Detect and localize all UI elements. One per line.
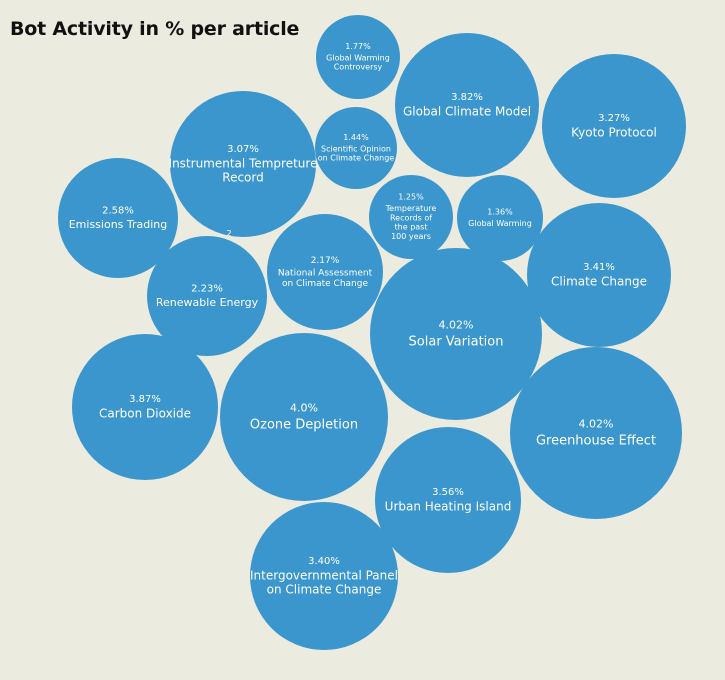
bubble-circle — [375, 427, 521, 573]
bubble-name-label: Emissions Trading — [69, 218, 168, 231]
bubble-value-label: 4.0% — [290, 402, 318, 415]
bubble-name-label: Global Climate Model — [403, 105, 531, 119]
bubble-value-label: 1.36% — [487, 208, 513, 217]
bubble-value-label: 3.56% — [432, 487, 464, 498]
bubble-name-label: Greenhouse Effect — [536, 433, 656, 448]
bubble-circle — [510, 347, 682, 519]
bubble-value-label: 4.02% — [579, 418, 614, 431]
bubble-value-label: 3.82% — [451, 92, 483, 103]
bubble-ozone-depletion: 4.0% Ozone Depletion — [220, 333, 388, 501]
bubble-circle — [58, 158, 178, 278]
bubble-circle — [457, 175, 543, 261]
bubble-value-label: 1.77% — [345, 42, 371, 51]
bubble-circle — [267, 214, 383, 330]
bubble-value-label: 3.40% — [308, 556, 340, 567]
bubble-urban-heating-island: 3.56% Urban Heating Island — [375, 427, 521, 573]
chart-title: Bot Activity in % per article — [10, 18, 300, 40]
bubble-name-label: on Climate Change — [267, 583, 382, 597]
stray-number-label: 2 — [226, 229, 231, 238]
bubble-circle — [395, 33, 539, 177]
bubble-solar-variation: 4.02% Solar Variation — [370, 248, 542, 420]
bubble-name-label: Controversy — [334, 63, 383, 72]
bubble-value-label: 4.02% — [439, 319, 474, 332]
bubble-name-label: National Assessment — [278, 268, 373, 278]
bubble-value-label: 2.58% — [102, 206, 134, 217]
bubble-circle — [315, 107, 397, 189]
bubble-name-label: 100 years — [391, 232, 431, 241]
bubble-name-label: the past — [395, 223, 428, 232]
bubble-name-label: Record — [222, 171, 263, 185]
bubble-name-label: Urban Heating Island — [385, 500, 512, 514]
bubble-renewable-energy: 2.23%Renewable Energy — [147, 236, 267, 356]
bubble-circle — [147, 236, 267, 356]
bubble-circle — [527, 203, 671, 347]
bubble-name-label: Carbon Dioxide — [99, 407, 191, 421]
bubble-value-label: 2.17% — [311, 256, 340, 266]
bubble-name-label: Instrumental Tempreture — [169, 156, 318, 170]
bubble-circle — [316, 15, 400, 99]
bubble-value-label: 3.41% — [583, 262, 615, 273]
bubble-name-label: Ozone Depletion — [250, 417, 358, 432]
bubble-circle — [250, 502, 398, 650]
bubble-name-label: Solar Variation — [409, 334, 504, 349]
bubble-name-label: on Climate Change — [282, 279, 368, 289]
bubble-name-label: Global Warming — [326, 53, 390, 62]
bubble-greenhouse-effect: 4.02% Greenhouse Effect — [510, 347, 682, 519]
bubble-circle — [170, 91, 316, 237]
bubble-climate-change: 3.41% Climate Change — [527, 203, 671, 347]
bubble-circle — [542, 54, 686, 198]
bubble-name-label: Scientific Opinion — [321, 144, 391, 153]
bubble-name-label: Global Warming — [468, 219, 532, 228]
bubble-name-label: Climate Change — [551, 275, 647, 289]
bubble-name-label: Temperature — [385, 204, 437, 213]
bubble-value-label: 3.27% — [598, 113, 630, 124]
bubble-global-warming: 1.36% Global Warming — [457, 175, 543, 261]
bubble-name-label: Records of — [390, 213, 432, 222]
bubble-circle — [72, 334, 218, 480]
bubble-carbon-dioxide: 3.87% Carbon Dioxide — [72, 334, 218, 480]
bubble-circle — [370, 248, 542, 420]
bubble-value-label: 3.87% — [129, 394, 161, 405]
bubble-name-label: Kyoto Protocol — [571, 126, 657, 140]
bubble-value-label: 1.25% — [398, 192, 424, 201]
bubble-circle — [369, 175, 453, 259]
bubble-emissions-trading: 2.58%Emissions Trading — [58, 158, 178, 278]
bubble-name-label: on Climate Change — [318, 154, 395, 163]
bubble-value-label: 3.07% — [227, 144, 259, 155]
bubble-name-label: Intergovernmental Panel — [250, 568, 398, 582]
bubble-name-label: Renewable Energy — [156, 296, 259, 309]
bubble-kyoto-protocol: 3.27% Kyoto Protocol — [542, 54, 686, 198]
bubble-value-label: 1.44% — [343, 133, 369, 142]
bubble-value-label: 2.23% — [191, 284, 223, 295]
bubble-global-climate-model: 3.82% Global Climate Model — [395, 33, 539, 177]
bubble-circle — [220, 333, 388, 501]
